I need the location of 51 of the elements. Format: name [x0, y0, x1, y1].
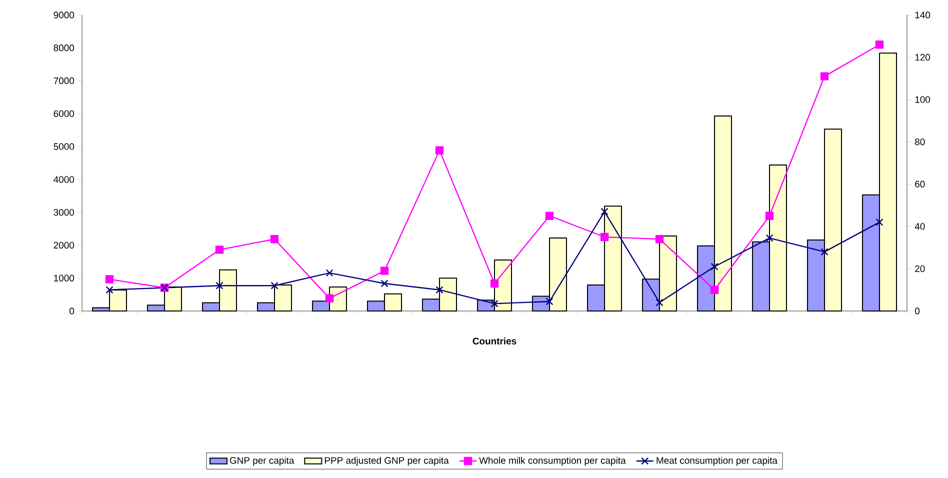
y-tick-label: 9000 — [54, 12, 74, 18]
y-tick-label: 2000 — [54, 242, 74, 249]
point — [380, 280, 388, 288]
y-tick-label: 4000 — [54, 176, 74, 183]
y2-tick-label: 0 — [914, 308, 920, 314]
point — [546, 298, 554, 306]
point — [710, 286, 719, 294]
point — [655, 235, 664, 244]
point — [106, 286, 114, 294]
y2-tick-label: 20 — [915, 265, 925, 272]
y2-tick-label: 80 — [915, 138, 925, 146]
y2-tick-label: 40 — [914, 223, 925, 230]
y2-tick-label: 140 — [915, 12, 930, 18]
point — [216, 282, 224, 290]
point — [656, 298, 664, 306]
point — [545, 212, 554, 220]
y-tick-label: 7000 — [54, 77, 74, 84]
y-tick-label: 6000 — [54, 110, 74, 118]
point — [875, 40, 884, 49]
legend-label: Whole milk consumption per capita — [479, 456, 626, 466]
legend-label: GNP per capita — [230, 456, 294, 466]
point — [436, 286, 444, 294]
point — [766, 234, 774, 242]
point — [490, 300, 498, 308]
x-axis-title: Countries — [472, 338, 516, 344]
point — [435, 146, 444, 154]
point — [600, 232, 609, 242]
point — [325, 294, 334, 302]
y-tick-label: 8000 — [54, 44, 74, 52]
point — [490, 279, 499, 288]
point — [270, 235, 279, 244]
point — [765, 212, 774, 220]
point — [820, 248, 828, 256]
point — [710, 262, 718, 270]
point — [820, 72, 829, 80]
y2-tick-label: 120 — [915, 54, 930, 61]
point — [326, 269, 334, 277]
point — [876, 218, 884, 226]
y-tick-label: 5000 — [54, 143, 74, 150]
y2-tick-label: 60 — [915, 180, 925, 188]
y2-tick-label: 100 — [915, 96, 930, 103]
point — [380, 266, 389, 275]
legend-label: PPP adjusted GNP per capita — [324, 456, 449, 466]
point — [600, 208, 608, 216]
legend-label: Meat consumption per capita — [656, 456, 778, 466]
y-tick-label: 3000 — [54, 208, 74, 216]
point — [215, 246, 224, 254]
point — [105, 275, 114, 284]
point — [270, 282, 278, 290]
y-tick-label: 0 — [70, 308, 74, 314]
y-tick-label: 1000 — [54, 274, 74, 282]
